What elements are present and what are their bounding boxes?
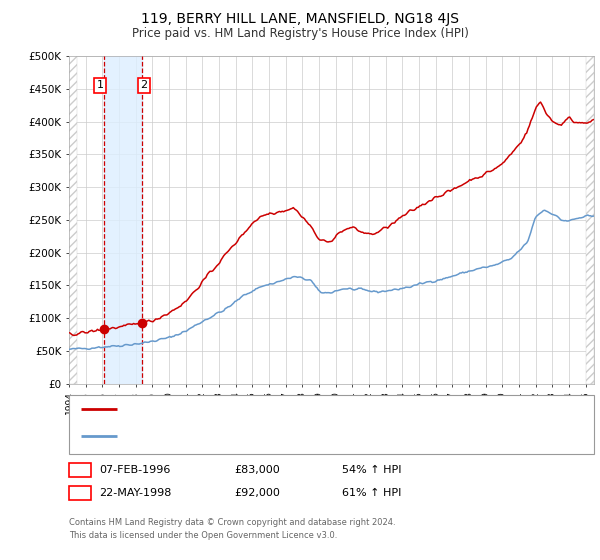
Bar [104,56,142,384]
Text: 54% ↑ HPI: 54% ↑ HPI [342,465,401,475]
Text: 119, BERRY HILL LANE, MANSFIELD, NG18 4JS: 119, BERRY HILL LANE, MANSFIELD, NG18 4J… [141,12,459,26]
Text: HPI: Average price, detached house, Mansfield: HPI: Average price, detached house, Mans… [123,431,366,441]
Text: 119, BERRY HILL LANE, MANSFIELD, NG18 4JS (detached house): 119, BERRY HILL LANE, MANSFIELD, NG18 4J… [123,404,455,414]
Text: 2: 2 [76,488,83,498]
Text: 07-FEB-1996: 07-FEB-1996 [99,465,170,475]
Text: £83,000: £83,000 [234,465,280,475]
Text: This data is licensed under the Open Government Licence v3.0.: This data is licensed under the Open Gov… [69,531,337,540]
Text: Contains HM Land Registry data © Crown copyright and database right 2024.: Contains HM Land Registry data © Crown c… [69,518,395,527]
Text: £92,000: £92,000 [234,488,280,498]
Text: 1: 1 [97,81,103,91]
Text: 2: 2 [140,81,148,91]
Text: Price paid vs. HM Land Registry's House Price Index (HPI): Price paid vs. HM Land Registry's House … [131,27,469,40]
Text: 22-MAY-1998: 22-MAY-1998 [99,488,172,498]
Text: 1: 1 [76,465,83,475]
Text: 61% ↑ HPI: 61% ↑ HPI [342,488,401,498]
